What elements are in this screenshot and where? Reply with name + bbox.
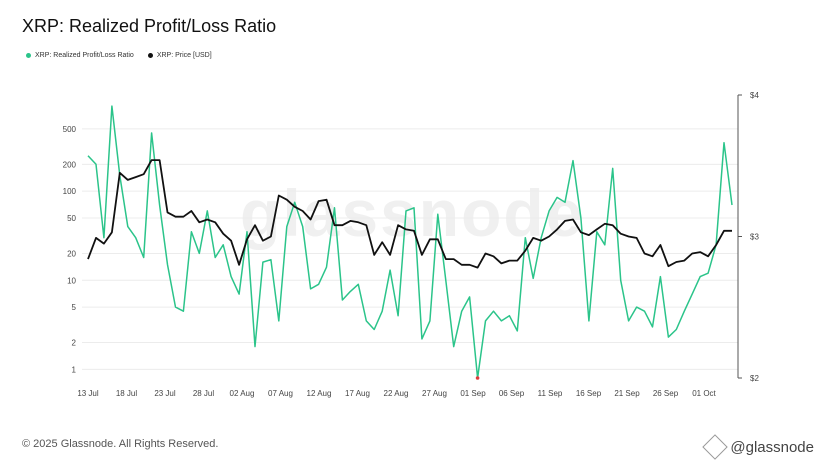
- x-tick-label: 27 Aug: [422, 389, 447, 398]
- x-tick-label: 01 Sep: [460, 389, 486, 398]
- x-tick-label: 18 Jul: [116, 389, 138, 398]
- legend-label-ratio: XRP: Realized Profit/Loss Ratio: [35, 52, 134, 59]
- x-tick-label: 21 Sep: [614, 389, 640, 398]
- y-left-tick-label: 1: [72, 365, 77, 374]
- legend-item-price[interactable]: XRP: Price [USD]: [147, 52, 212, 59]
- legend-label-price: XRP: Price [USD]: [156, 52, 212, 59]
- x-tick-label: 06 Sep: [499, 389, 525, 398]
- y-left-tick-label: 50: [67, 214, 76, 223]
- brand-mark: @glassnode: [702, 434, 814, 460]
- x-tick-label: 17 Aug: [345, 389, 370, 398]
- chart-legend: XRP: Realized Profit/Loss Ratio XRP: Pri…: [26, 52, 212, 59]
- copyright-text: © 2025 Glassnode. All Rights Reserved.: [22, 438, 219, 450]
- legend-item-ratio[interactable]: XRP: Realized Profit/Loss Ratio: [26, 52, 134, 59]
- y-left-tick-label: 500: [63, 125, 77, 134]
- y-left-tick-label: 200: [63, 160, 77, 169]
- y-left-tick-label: 100: [63, 187, 77, 196]
- y-left-tick-label: 5: [72, 303, 77, 312]
- y-left-tick-label: 20: [67, 249, 76, 258]
- x-tick-label: 01 Oct: [692, 389, 716, 398]
- ratio-loss-point: [475, 376, 480, 380]
- y-right-tick-label: $3: [750, 233, 759, 242]
- x-tick-label: 11 Sep: [538, 389, 563, 398]
- y-left-tick-label: 2: [72, 339, 77, 348]
- x-tick-label: 23 Jul: [154, 389, 176, 398]
- x-tick-label: 13 Jul: [77, 389, 99, 398]
- brand-handle: @glassnode: [730, 438, 814, 456]
- legend-swatch-ratio: [26, 53, 31, 58]
- ratio-series-line: [87, 105, 733, 379]
- x-tick-label: 22 Aug: [384, 389, 409, 398]
- price-series-line: [87, 159, 732, 269]
- chart-title: XRP: Realized Profit/Loss Ratio: [22, 16, 277, 36]
- y-left-tick-label: 10: [67, 276, 76, 285]
- x-tick-label: 02 Aug: [230, 389, 255, 398]
- x-tick-label: 07 Aug: [268, 389, 293, 398]
- x-tick-label: 28 Jul: [193, 389, 215, 398]
- glassnode-logo-icon: [702, 434, 729, 460]
- x-tick-label: 26 Sep: [653, 389, 679, 398]
- y-right-tick-label: $2: [750, 374, 759, 383]
- y-right-tick-label: $4: [750, 91, 759, 100]
- legend-swatch-price: [147, 53, 153, 58]
- x-tick-label: 12 Aug: [307, 389, 332, 398]
- x-tick-label: 16 Sep: [576, 389, 602, 398]
